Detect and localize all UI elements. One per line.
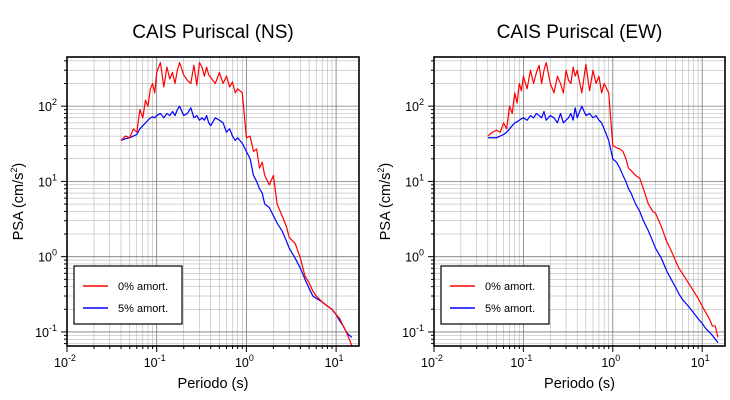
x-tick-label: 101 (325, 353, 344, 370)
legend: 0% amort. 5% amort. (73, 265, 183, 325)
y-tick-base: 10 (402, 326, 416, 340)
y-axis-label-close: ) (11, 163, 27, 168)
y-tick-exponent: 2 (419, 97, 424, 107)
y-tick-label: 100 (405, 248, 424, 265)
x-tick-exponent: -2 (435, 353, 443, 363)
y-tick-exponent: 0 (419, 248, 424, 258)
y-tick-base: 10 (405, 100, 419, 114)
y-tick-base: 10 (38, 100, 52, 114)
legend-label: 0% amort. (118, 281, 168, 293)
y-tick-exponent: -1 (49, 323, 57, 333)
x-tick-exponent: 1 (705, 353, 710, 363)
x-tick-label: 10-1 (510, 353, 532, 370)
y-tick-exponent: 1 (52, 172, 57, 182)
y-tick-base: 10 (405, 175, 419, 189)
x-tick-label: 10-2 (421, 353, 443, 370)
y-tick-label: 10-1 (402, 323, 424, 340)
legend-label: 0% amort. (485, 281, 535, 293)
x-tick-base: 10 (421, 356, 435, 370)
y-tick-label: 10-1 (35, 323, 57, 340)
y-tick-base: 10 (405, 251, 419, 265)
y-tick-label: 102 (38, 97, 57, 114)
y-tick-label: 100 (38, 248, 57, 265)
x-tick-base: 10 (235, 356, 249, 370)
x-tick-exponent: -2 (68, 353, 76, 363)
x-tick-exponent: 0 (249, 353, 254, 363)
y-tick-base: 10 (38, 251, 52, 265)
x-tick-base: 10 (325, 356, 339, 370)
x-tick-label: 100 (235, 353, 254, 370)
legend-label: 5% amort. (118, 303, 168, 315)
x-tick-exponent: 0 (615, 353, 620, 363)
y-tick-base: 10 (38, 175, 52, 189)
y-tick-label: 102 (405, 97, 424, 114)
y-axis-label-main: PSA (cm/s (11, 173, 27, 241)
chart-title: CAIS Puriscal (NS) (132, 22, 294, 43)
y-axis-label-main: PSA (cm/s (378, 173, 394, 241)
x-tick-label: 100 (601, 353, 620, 370)
series-line-0pct (120, 61, 353, 347)
x-tick-exponent: -1 (158, 353, 166, 363)
series-line-0pct (487, 61, 719, 338)
x-axis-label: Periodo (s) (544, 376, 615, 392)
legend-box (440, 265, 550, 325)
x-tick-exponent: -1 (524, 353, 532, 363)
y-tick-exponent: 2 (52, 97, 57, 107)
y-axis-label-exponent: 2 (9, 168, 19, 173)
plot-frame (433, 56, 726, 347)
x-tick-marks (66, 346, 337, 352)
legend-label: 5% amort. (485, 303, 535, 315)
y-axis-label-exponent: 2 (376, 168, 386, 173)
y-tick-marks (61, 60, 67, 345)
grid-lines (66, 57, 359, 346)
y-tick-base: 10 (35, 326, 49, 340)
plot-frame (66, 56, 360, 347)
y-axis-label: PSA (cm/s2) (9, 163, 27, 241)
x-tick-base: 10 (601, 356, 615, 370)
x-tick-base: 10 (691, 356, 705, 370)
chart-title: CAIS Puriscal (EW) (497, 22, 663, 43)
y-tick-exponent: 0 (52, 248, 57, 258)
y-tick-label: 101 (405, 172, 424, 189)
series-line-5pct (120, 105, 353, 338)
x-tick-base: 10 (54, 356, 68, 370)
x-tick-label: 101 (691, 353, 710, 370)
x-tick-base: 10 (510, 356, 524, 370)
x-tick-exponent: 1 (339, 353, 344, 363)
y-axis-label-close: ) (378, 163, 394, 168)
y-tick-label: 101 (38, 172, 57, 189)
legend-box (73, 265, 183, 325)
x-tick-label: 10-1 (144, 353, 166, 370)
x-tick-marks (433, 346, 703, 352)
y-tick-exponent: 1 (419, 172, 424, 182)
legend: 0% amort. 5% amort. (440, 265, 550, 325)
y-tick-marks (428, 60, 434, 345)
grid-lines (433, 57, 725, 346)
x-tick-base: 10 (144, 356, 158, 370)
series-line-5pct (487, 105, 719, 344)
y-tick-exponent: -1 (416, 323, 424, 333)
y-axis-label: PSA (cm/s2) (376, 163, 394, 241)
x-axis-label: Periodo (s) (178, 376, 249, 392)
x-tick-label: 10-2 (54, 353, 76, 370)
